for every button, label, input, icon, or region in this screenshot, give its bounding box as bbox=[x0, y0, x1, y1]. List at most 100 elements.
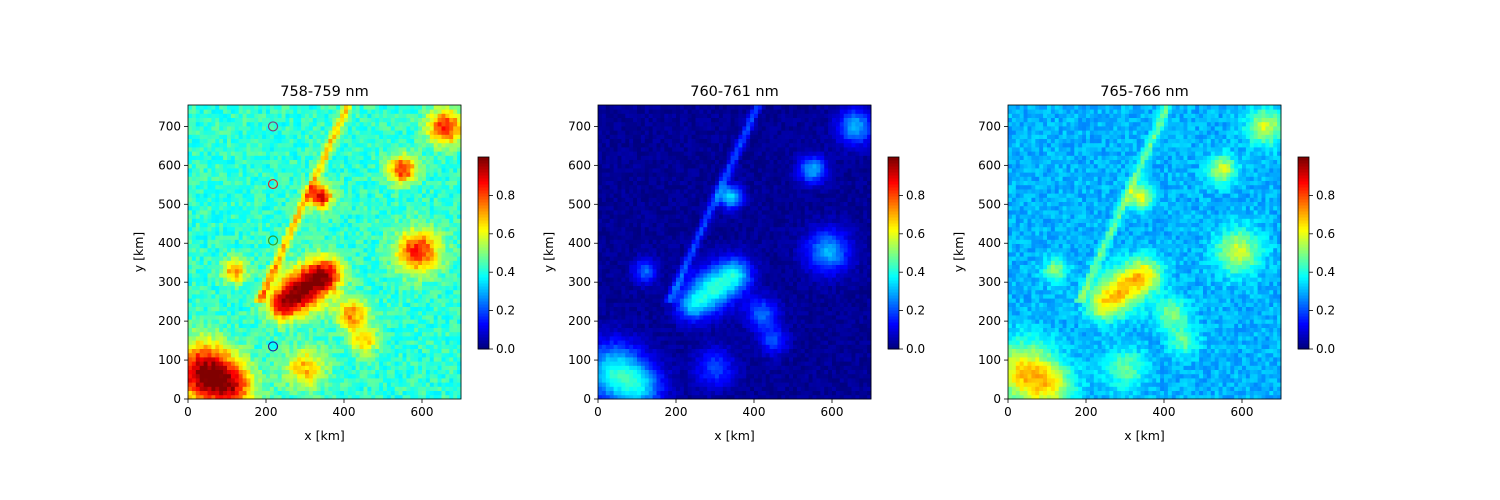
heatmap-cell bbox=[266, 218, 271, 223]
heatmap-cell bbox=[351, 155, 357, 160]
heatmap-cell bbox=[371, 310, 376, 316]
heatmap-cell bbox=[359, 105, 364, 110]
heatmap-cell bbox=[418, 340, 423, 345]
heatmap-cell bbox=[269, 134, 275, 139]
colorbar-segment bbox=[478, 187, 489, 191]
heatmap-cell bbox=[305, 176, 310, 181]
heatmap-cell bbox=[340, 134, 345, 139]
heatmap-cell bbox=[234, 168, 240, 173]
heatmap-cell bbox=[269, 310, 275, 316]
colorbar-segment bbox=[478, 169, 489, 173]
heatmap-cell bbox=[195, 138, 201, 144]
heatmap-cell bbox=[390, 151, 396, 156]
heatmap-cell bbox=[449, 281, 454, 286]
heatmap-cell bbox=[394, 268, 399, 274]
heatmap-cell bbox=[285, 113, 290, 118]
heatmap-cell bbox=[390, 357, 396, 362]
heatmap-cell bbox=[277, 168, 282, 173]
heatmap-cell bbox=[219, 126, 224, 131]
heatmap-cell bbox=[289, 180, 294, 186]
heatmap-cell bbox=[340, 323, 345, 328]
heatmap-cell bbox=[437, 243, 442, 249]
heatmap-cell bbox=[316, 273, 321, 278]
heatmap-cell bbox=[332, 163, 337, 169]
heatmap-cell bbox=[441, 340, 446, 345]
heatmap-cell bbox=[336, 193, 341, 198]
heatmap-cell bbox=[347, 281, 353, 286]
heatmap-cell bbox=[379, 193, 384, 198]
heatmap-cell bbox=[359, 180, 364, 186]
heatmap-cell bbox=[308, 214, 314, 219]
heatmap-cell bbox=[336, 172, 341, 177]
heatmap-cell bbox=[386, 386, 392, 391]
heatmap-cell bbox=[445, 373, 450, 379]
heatmap-cell bbox=[230, 365, 236, 370]
heatmap-cell bbox=[203, 348, 208, 354]
heatmap-cell bbox=[332, 281, 337, 286]
heatmap-cell bbox=[188, 260, 193, 265]
heatmap-cell bbox=[359, 390, 364, 396]
heatmap-cell bbox=[207, 172, 212, 177]
heatmap-cell bbox=[258, 310, 263, 316]
heatmap-cell bbox=[277, 323, 282, 328]
heatmap-cell bbox=[227, 235, 232, 240]
heatmap-cell bbox=[453, 260, 458, 265]
heatmap-cell bbox=[238, 159, 243, 165]
heatmap-cell bbox=[457, 239, 462, 244]
heatmap-cell bbox=[305, 344, 310, 349]
heatmap-cell bbox=[457, 163, 462, 169]
heatmap-cell bbox=[320, 159, 325, 165]
heatmap-cell bbox=[215, 151, 220, 156]
heatmap-cell bbox=[347, 113, 353, 118]
heatmap-cell bbox=[227, 105, 232, 110]
heatmap-cell bbox=[418, 285, 423, 291]
heatmap-cell bbox=[406, 260, 411, 265]
colorbar-segment bbox=[478, 301, 489, 305]
heatmap-cell bbox=[289, 176, 294, 181]
heatmap-cell bbox=[453, 201, 458, 207]
heatmap-cell bbox=[203, 218, 208, 223]
heatmap-cell bbox=[219, 319, 224, 324]
heatmap-cell bbox=[230, 205, 236, 211]
heatmap-cell bbox=[242, 260, 247, 265]
heatmap-cell bbox=[359, 130, 364, 135]
heatmap-cell bbox=[312, 159, 318, 165]
heatmap-cell bbox=[449, 256, 454, 261]
axes-frame bbox=[187, 104, 462, 400]
heatmap-cell bbox=[410, 117, 415, 123]
heatmap-cell bbox=[425, 260, 431, 265]
heatmap-cell bbox=[453, 273, 458, 278]
heatmap-cell bbox=[262, 310, 267, 316]
heatmap-cell bbox=[305, 386, 310, 391]
heatmap-cell bbox=[449, 113, 454, 118]
heatmap-cell bbox=[269, 260, 275, 265]
heatmap-cell bbox=[355, 113, 360, 118]
heatmap-cell bbox=[191, 361, 197, 366]
heatmap-cell bbox=[328, 134, 333, 139]
heatmap-cell bbox=[262, 168, 267, 173]
heatmap-cell bbox=[344, 373, 349, 379]
heatmap-cell bbox=[238, 117, 243, 123]
heatmap-cell bbox=[383, 201, 388, 207]
heatmap-cell bbox=[223, 394, 228, 400]
heatmap-cell bbox=[379, 277, 384, 282]
heatmap-cell bbox=[301, 344, 306, 349]
heatmap-cell bbox=[441, 235, 446, 240]
heatmap-cell bbox=[277, 390, 282, 396]
heatmap-cell bbox=[203, 197, 208, 202]
heatmap-cell bbox=[219, 315, 224, 320]
heatmap-cell bbox=[422, 348, 427, 354]
heatmap-cell bbox=[227, 298, 232, 303]
heatmap-cell bbox=[277, 147, 282, 152]
heatmap-cell bbox=[363, 323, 368, 328]
heatmap-cell bbox=[203, 193, 208, 198]
heatmap-cell bbox=[340, 239, 345, 244]
heatmap-cell bbox=[437, 126, 442, 131]
heatmap-cell bbox=[203, 121, 208, 127]
heatmap-cell bbox=[199, 243, 204, 249]
heatmap-cell bbox=[293, 378, 298, 383]
heatmap-cell bbox=[242, 357, 247, 362]
heatmap-cell bbox=[386, 159, 392, 165]
heatmap-cell bbox=[422, 235, 427, 240]
heatmap-cell bbox=[234, 210, 240, 215]
